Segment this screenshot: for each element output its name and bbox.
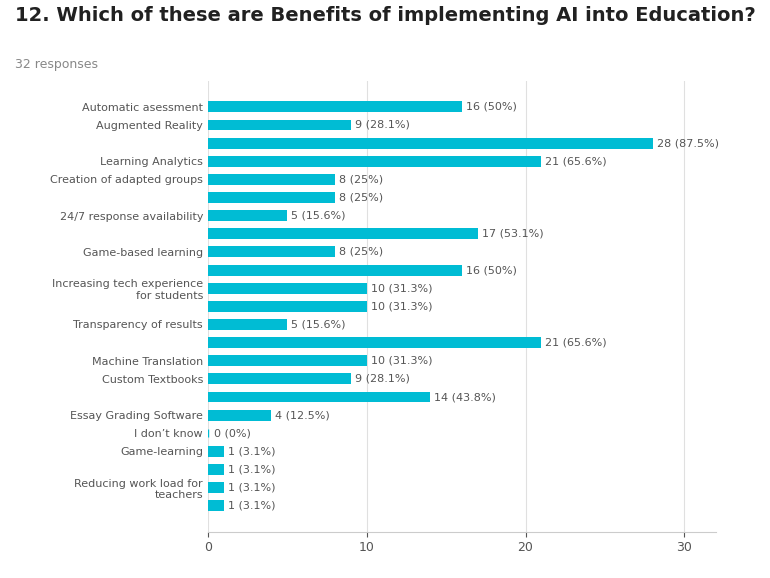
- Text: 32 responses: 32 responses: [15, 58, 99, 71]
- Text: 10 (31.3%): 10 (31.3%): [370, 283, 432, 293]
- Bar: [208, 410, 272, 421]
- Bar: [208, 120, 351, 131]
- Bar: [208, 246, 335, 257]
- Bar: [208, 301, 367, 312]
- Text: 10 (31.3%): 10 (31.3%): [370, 301, 432, 312]
- Text: 21 (65.6%): 21 (65.6%): [545, 338, 607, 347]
- Bar: [208, 156, 541, 166]
- Bar: [208, 138, 653, 149]
- Text: 1 (3.1%): 1 (3.1%): [228, 501, 275, 511]
- Text: 21 (65.6%): 21 (65.6%): [545, 156, 607, 166]
- Bar: [208, 501, 224, 512]
- Bar: [208, 283, 367, 294]
- Text: 8 (25%): 8 (25%): [339, 192, 383, 202]
- Bar: [208, 391, 430, 402]
- Text: 5 (15.6%): 5 (15.6%): [291, 210, 346, 221]
- Bar: [208, 337, 541, 348]
- Text: 8 (25%): 8 (25%): [339, 247, 383, 257]
- Text: 4 (12.5%): 4 (12.5%): [276, 410, 330, 420]
- Text: 16 (50%): 16 (50%): [466, 102, 517, 112]
- Text: 1 (3.1%): 1 (3.1%): [228, 465, 275, 475]
- Bar: [208, 228, 478, 239]
- Text: 28 (87.5%): 28 (87.5%): [657, 138, 718, 148]
- Text: 10 (31.3%): 10 (31.3%): [370, 355, 432, 366]
- Text: 16 (50%): 16 (50%): [466, 265, 517, 275]
- Bar: [208, 174, 335, 185]
- Bar: [208, 373, 351, 384]
- Text: 0 (0%): 0 (0%): [214, 428, 251, 438]
- Text: 9 (28.1%): 9 (28.1%): [355, 120, 410, 130]
- Text: 17 (53.1%): 17 (53.1%): [482, 229, 544, 239]
- Text: 14 (43.8%): 14 (43.8%): [434, 392, 496, 402]
- Text: 1 (3.1%): 1 (3.1%): [228, 446, 275, 457]
- Bar: [208, 210, 287, 221]
- Text: 12. Which of these are Benefits of implementing AI into Education?: 12. Which of these are Benefits of imple…: [15, 6, 756, 25]
- Text: 8 (25%): 8 (25%): [339, 175, 383, 184]
- Text: 5 (15.6%): 5 (15.6%): [291, 320, 346, 329]
- Bar: [208, 482, 224, 493]
- Bar: [208, 446, 224, 457]
- Bar: [208, 101, 462, 112]
- Text: 1 (3.1%): 1 (3.1%): [228, 483, 275, 492]
- Bar: [208, 355, 367, 366]
- Bar: [208, 265, 462, 276]
- Bar: [208, 319, 287, 330]
- Text: 9 (28.1%): 9 (28.1%): [355, 374, 410, 384]
- Bar: [208, 464, 224, 475]
- Bar: [208, 192, 335, 203]
